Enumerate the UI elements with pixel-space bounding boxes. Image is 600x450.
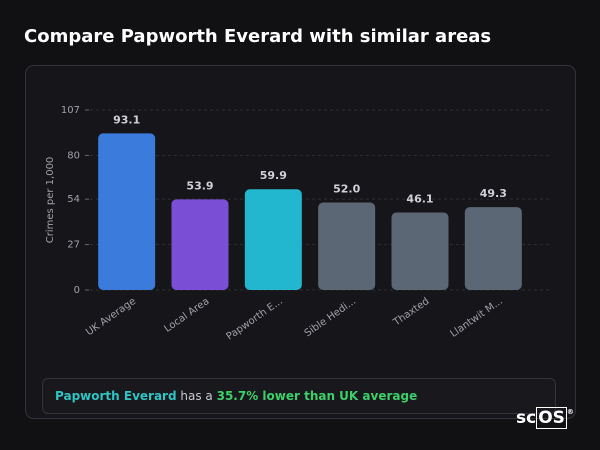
logo: sc OS ®: [516, 407, 574, 429]
value-label: 49.3: [480, 187, 507, 200]
value-label: 53.9: [186, 179, 213, 192]
y-axis-label: Crimes per 1,000: [45, 157, 56, 244]
bar: [318, 202, 376, 290]
value-label: 59.9: [260, 169, 287, 182]
logo-mark: ®: [566, 408, 574, 416]
summary-note: Papworth Everard has a 35.7% lower than …: [42, 378, 556, 414]
value-label: 52.0: [333, 183, 360, 196]
y-tick-label: 0: [74, 285, 80, 296]
bar: [98, 133, 156, 290]
logo-boxed: OS: [536, 407, 567, 429]
area-name: Papworth Everard: [55, 389, 177, 403]
logo-prefix: sc: [516, 408, 537, 428]
bar: [464, 207, 522, 290]
note-text: has a: [180, 389, 213, 403]
y-tick-label: 27: [67, 240, 80, 251]
bar: [171, 199, 229, 290]
y-tick-label: 80: [67, 150, 80, 161]
value-label: 46.1: [406, 192, 433, 205]
y-tick-label: 107: [61, 105, 80, 116]
bar: [391, 212, 449, 290]
chart-title: Compare Papworth Everard with similar ar…: [24, 26, 491, 47]
bar: [244, 189, 302, 290]
y-tick-label: 54: [67, 194, 80, 205]
value-label: 93.1: [113, 113, 140, 126]
comparison: 35.7% lower than UK average: [216, 389, 418, 403]
